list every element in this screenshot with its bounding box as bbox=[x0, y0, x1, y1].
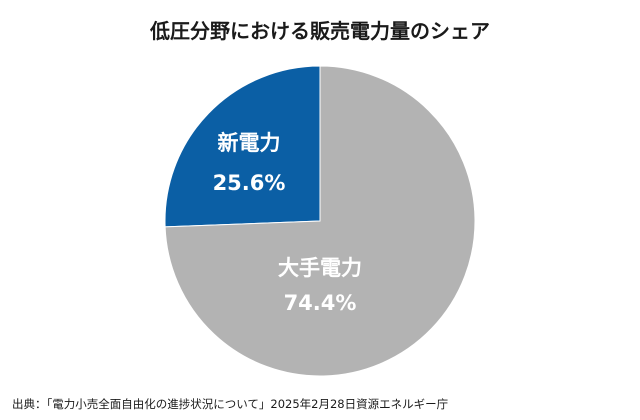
slice-category-label-shin-denryoku: 新電力 bbox=[218, 131, 281, 155]
slice-value-label-ote-denryoku: 74.4% bbox=[284, 291, 357, 315]
chart-title: 低圧分野における販売電力量のシェア bbox=[149, 19, 490, 43]
slice-value-label-shin-denryoku: 25.6% bbox=[213, 171, 286, 195]
pie-slice-ote-denryoku bbox=[164, 65, 476, 377]
source-note: 出典：「電力小売全面自由化の進捗状況について」2025年2月28日資源エネルギー… bbox=[12, 397, 448, 411]
pie-slice-shin-denryoku bbox=[164, 65, 321, 228]
pie bbox=[164, 65, 476, 377]
slice-category-label-ote-denryoku: 大手電力 bbox=[278, 256, 362, 280]
